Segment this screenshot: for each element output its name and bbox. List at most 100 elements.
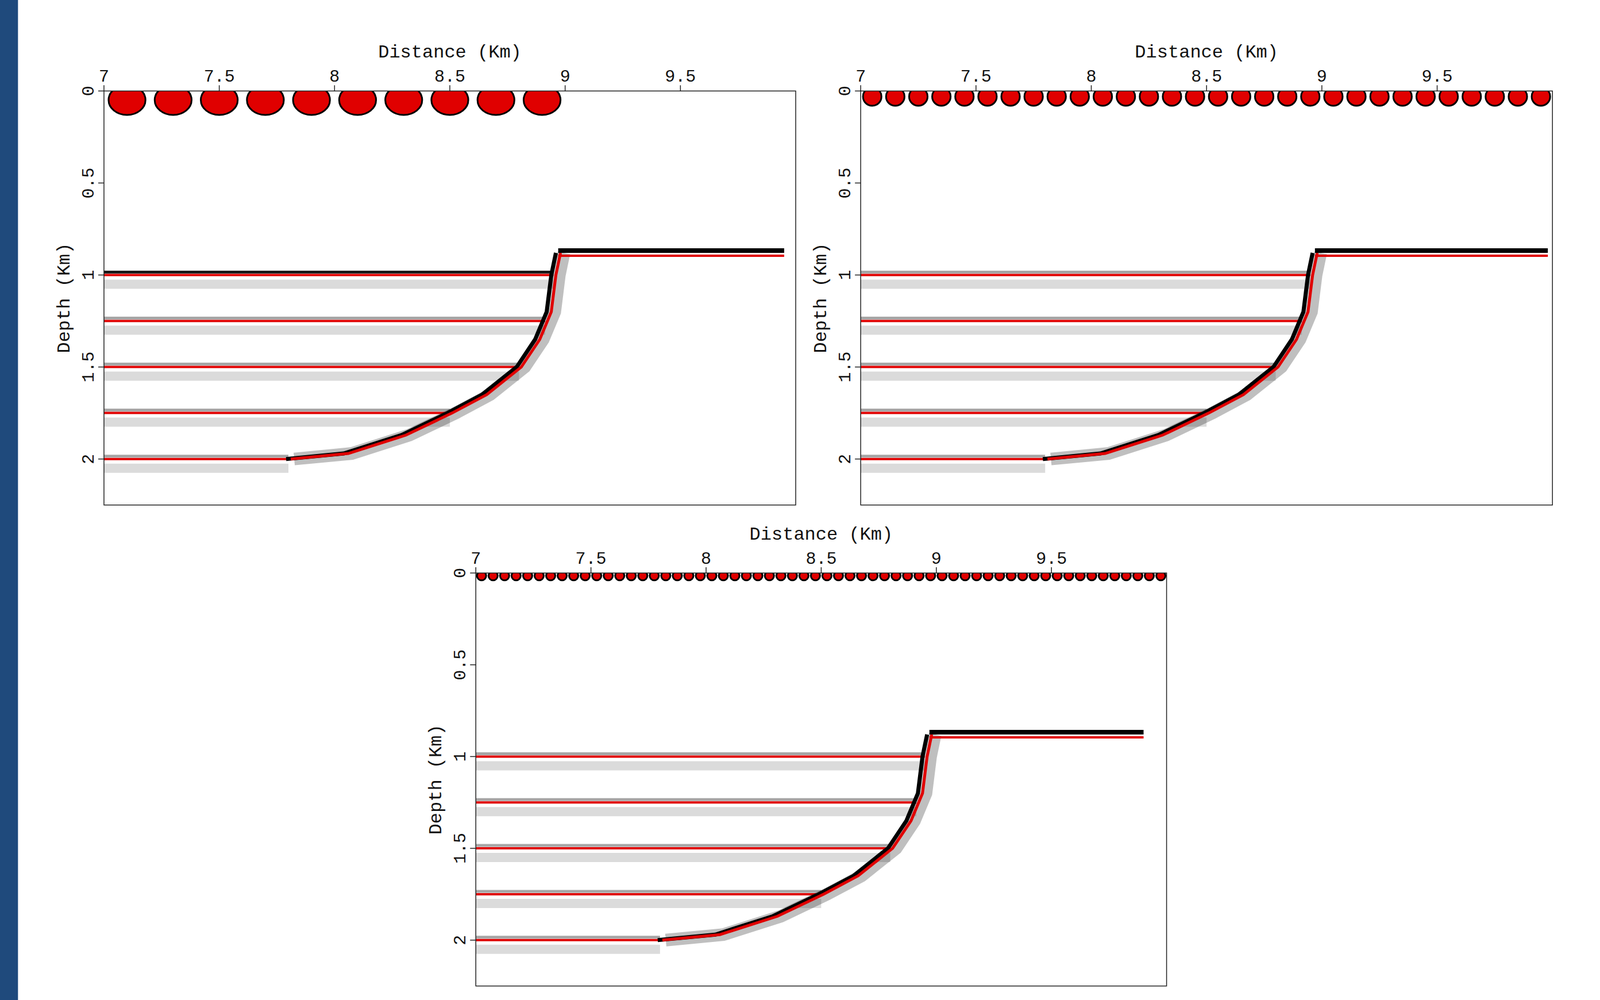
reflector-shadow	[103, 325, 546, 335]
y-tick	[469, 572, 476, 574]
side-bar	[0, 0, 18, 1000]
reflector-dark	[475, 843, 890, 847]
x-tick-label: 7.5	[575, 549, 607, 569]
plot-area	[860, 90, 1553, 505]
source-artifact	[903, 572, 913, 581]
source-artifact	[1070, 90, 1089, 106]
source-artifact	[1485, 90, 1505, 106]
panel: 77.588.599.5Distance (Km)00.511.52Depth …	[54, 41, 796, 505]
reflector-dark	[475, 797, 917, 801]
source-artifact	[580, 572, 591, 581]
image-content	[475, 572, 1166, 950]
reflector-shadow	[475, 806, 917, 816]
x-axis-title: Distance (Km)	[378, 41, 522, 64]
image-content	[860, 90, 1551, 468]
source-artifact	[1324, 90, 1343, 106]
x-tick-label: 9	[931, 549, 942, 569]
y-tick-label: 1.5	[835, 351, 856, 383]
reflector-dark	[103, 362, 519, 366]
reflector-shadow	[860, 417, 1207, 427]
source-artifact	[868, 572, 878, 581]
frame	[860, 90, 1553, 505]
source-artifact	[978, 90, 997, 106]
shelf-dark	[558, 248, 785, 253]
source-artifact	[1462, 90, 1482, 106]
reflector	[860, 320, 1302, 323]
source-artifact	[201, 90, 238, 115]
source-artifact	[569, 572, 579, 581]
reflector-dark	[860, 408, 1207, 412]
y-tick-label: 1	[835, 269, 856, 280]
reflector-shadow	[103, 371, 519, 381]
source-artifact	[753, 572, 763, 581]
y-tick-label: 1	[79, 269, 99, 280]
source-artifact	[833, 572, 843, 581]
source-artifact	[1162, 90, 1182, 106]
x-tick-label: 8.5	[434, 67, 466, 87]
reflector	[103, 365, 519, 369]
source-artifact	[523, 90, 561, 115]
y-tick	[98, 90, 104, 92]
source-artifact	[557, 572, 568, 581]
source-artifact	[545, 572, 555, 581]
frame	[103, 90, 796, 505]
y-tick	[854, 458, 861, 460]
source-artifact	[908, 90, 928, 106]
boundary	[290, 252, 561, 460]
source-artifact	[937, 572, 947, 581]
background	[0, 0, 1600, 1000]
source-artifact	[914, 572, 924, 581]
y-tick-label: 2	[79, 453, 99, 465]
reflector-shadow	[103, 463, 289, 473]
source-artifact	[1086, 572, 1097, 581]
x-tick-label: 7.5	[203, 67, 235, 87]
y-tick	[854, 90, 861, 92]
figure: 77.588.599.5Distance (Km)00.511.52Depth …	[0, 0, 1600, 1000]
source-artifact	[1208, 90, 1228, 106]
plot-area	[103, 90, 796, 505]
source-artifact	[1001, 90, 1020, 106]
reflector-dark	[475, 752, 925, 755]
x-tick-label: 8	[700, 549, 712, 569]
y-tick	[98, 274, 104, 276]
reflector	[475, 800, 917, 804]
source-artifact	[1006, 572, 1016, 581]
source-artifact	[488, 572, 498, 581]
source-artifact	[1075, 572, 1085, 581]
source-artifact	[932, 90, 951, 106]
source-artifact	[810, 572, 820, 581]
reflector	[860, 274, 1311, 277]
source-artifact	[730, 572, 740, 581]
source-artifact	[534, 572, 544, 581]
panel: 77.588.599.5Distance (Km)00.511.52Depth …	[810, 41, 1553, 505]
source-artifact	[695, 572, 705, 581]
y-tick	[854, 366, 861, 368]
source-artifact	[862, 90, 882, 106]
shelf-dark	[929, 729, 1144, 735]
source-artifact	[626, 572, 636, 581]
source-artifact	[1254, 90, 1274, 106]
y-tick	[854, 274, 861, 276]
source-artifact	[638, 572, 648, 581]
reflector-dark	[475, 889, 821, 893]
source-artifact	[385, 90, 423, 115]
source-artifact	[1052, 572, 1062, 581]
source-artifact	[799, 572, 809, 581]
y-tick-label: 0.5	[835, 167, 856, 199]
reflector-dark	[475, 935, 661, 939]
reflector	[475, 754, 925, 758]
reflector-dark	[860, 270, 1311, 274]
reflector	[475, 846, 890, 850]
source-artifact	[1278, 90, 1297, 106]
source-artifact	[983, 572, 993, 581]
plot-area	[475, 572, 1167, 986]
source-artifact	[949, 572, 959, 581]
reflector-shadow	[475, 944, 661, 954]
source-artifact	[972, 572, 982, 581]
source-artifact	[292, 90, 330, 115]
x-tick-label: 8.5	[1190, 67, 1222, 87]
source-artifact	[603, 572, 613, 581]
x-tick-label: 9	[1316, 67, 1328, 87]
reflector	[103, 274, 554, 277]
source-artifact	[672, 572, 682, 581]
